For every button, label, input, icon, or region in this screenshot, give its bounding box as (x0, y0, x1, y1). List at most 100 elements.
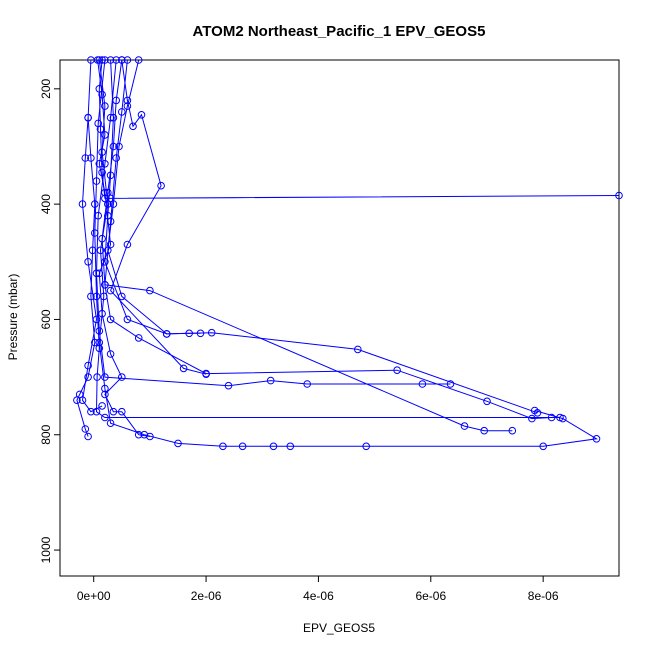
data-point (185, 329, 193, 338)
data-point (106, 240, 115, 249)
data-point (286, 442, 295, 451)
data-point (393, 366, 401, 375)
x-tick-label: 0e+00 (77, 589, 111, 603)
data-point (95, 327, 104, 335)
y-axis: 200 400 600 800 1000 (39, 78, 60, 563)
series-line (101, 59, 513, 432)
data-point (95, 160, 104, 168)
data-point (87, 292, 95, 301)
data-point (87, 407, 95, 416)
data-point (88, 246, 97, 255)
series-line (81, 59, 103, 413)
series-8 (95, 56, 623, 203)
series-line (104, 59, 201, 335)
data-point (480, 426, 489, 435)
data-point (101, 131, 109, 139)
data-point (134, 56, 143, 64)
series-5 (78, 56, 106, 416)
data-point (81, 425, 90, 433)
series-6 (101, 56, 205, 338)
data-point (73, 396, 81, 405)
data-point (207, 328, 216, 337)
data-point (219, 442, 227, 451)
series-0 (95, 56, 601, 451)
x-axis: 0e+00 2e-06 4e-06 6e-06 8e-06 (77, 576, 559, 603)
data-point (101, 384, 109, 393)
data-point (101, 188, 109, 197)
y-tick-label: 600 (39, 309, 53, 329)
series-line (98, 59, 598, 447)
series-9 (98, 56, 517, 435)
series-line (76, 117, 96, 437)
series-line (98, 59, 620, 199)
data-point (123, 96, 132, 105)
data-point (157, 181, 165, 190)
series-4 (104, 56, 542, 417)
data-point (91, 200, 99, 208)
data-point (615, 191, 623, 200)
data-point (109, 142, 118, 151)
data-point (533, 409, 542, 417)
data-point (81, 154, 90, 162)
data-point (93, 373, 101, 381)
data-point (91, 338, 99, 347)
data-point (101, 102, 109, 110)
plot-frame (59, 59, 620, 577)
data-point (112, 56, 120, 64)
x-axis-label: EPV_GEOS5 (303, 621, 375, 635)
data-point (101, 281, 109, 289)
data-point (98, 402, 106, 410)
data-point (483, 397, 491, 406)
data-point (362, 442, 371, 451)
data-point (95, 269, 104, 278)
data-point (118, 373, 126, 381)
data-point (137, 111, 146, 119)
data-point (146, 432, 154, 441)
data-point (162, 330, 171, 338)
data-point (96, 125, 105, 133)
data-point (118, 108, 126, 116)
y-tick-label: 1000 (39, 536, 53, 563)
data-point (129, 122, 137, 131)
data-point (91, 229, 99, 237)
series-3 (91, 56, 564, 422)
data-point (460, 422, 469, 430)
series-line (94, 59, 560, 418)
data-point (84, 432, 92, 441)
data-point (95, 344, 104, 353)
data-point (98, 90, 106, 99)
data-point (98, 56, 106, 64)
data-point (112, 96, 120, 105)
data-point (539, 442, 548, 451)
series-1 (92, 56, 455, 390)
x-tick-label: 2e-06 (191, 589, 222, 603)
x-tick-label: 8e-06 (528, 589, 559, 603)
series-line (107, 59, 538, 414)
data-point (354, 345, 362, 354)
x-tick-label: 4e-06 (303, 589, 334, 603)
data-point (418, 380, 427, 388)
series-line (95, 59, 451, 387)
data-point (106, 350, 115, 358)
data-point (87, 154, 95, 162)
data-point (112, 154, 120, 162)
data-point (78, 200, 87, 208)
data-point (123, 56, 132, 64)
data-point (134, 430, 143, 439)
data-point (106, 56, 115, 64)
data-point (84, 373, 92, 381)
data-point (303, 380, 312, 388)
data-point (123, 315, 132, 324)
data-point (528, 414, 536, 423)
data-point (106, 419, 115, 428)
data-point (266, 376, 275, 385)
data-point (202, 370, 210, 379)
x-tick-label: 6e-06 (415, 589, 446, 603)
data-point (123, 240, 132, 249)
data-point (174, 439, 182, 448)
data-point (508, 426, 517, 435)
y-tick-label: 800 (39, 424, 53, 444)
data-point (101, 390, 109, 399)
data-point (101, 373, 109, 381)
